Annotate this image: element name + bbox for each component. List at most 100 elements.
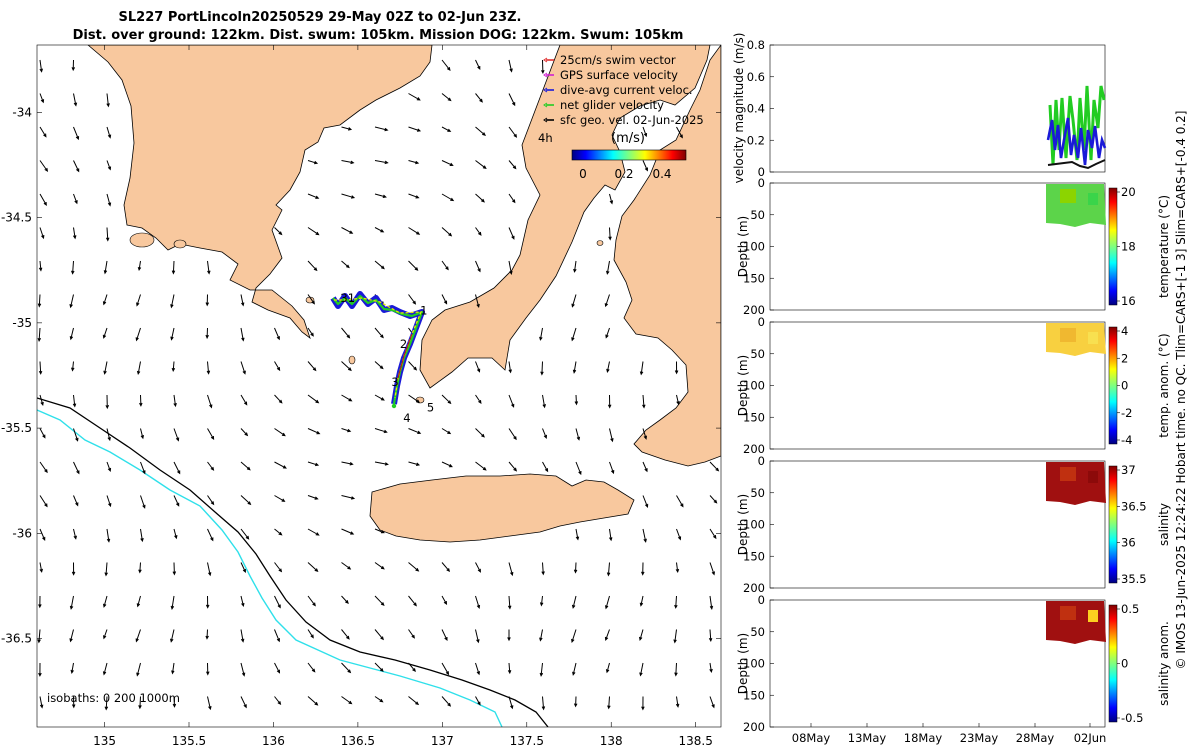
velocity-arrow — [307, 662, 316, 673]
velocity-arrow — [341, 495, 356, 500]
depth-panel-data — [1060, 189, 1076, 203]
velocity-trace-dive-avg — [1046, 117, 1107, 166]
velocity-arrow — [39, 394, 44, 407]
velocity-arrow — [341, 260, 350, 269]
velocity-arrow — [140, 495, 146, 509]
velocity-arrow — [37, 327, 42, 343]
velocity-arrow — [170, 629, 175, 643]
velocity-arrow — [37, 294, 42, 308]
velocity-arrow — [274, 562, 283, 573]
depth-panel-data — [1088, 193, 1098, 205]
velocity-arrow — [39, 528, 46, 541]
velocity-arrow — [170, 595, 175, 610]
velocity-arrow — [709, 495, 718, 504]
velocity-arrow — [641, 696, 645, 711]
velocity-arrow — [69, 629, 74, 643]
velocity-arrow — [71, 562, 76, 576]
velocity-arrow — [709, 662, 713, 674]
velocity-arrow — [441, 562, 451, 572]
velocity-arrow — [39, 193, 47, 207]
velocity-arrow — [274, 327, 280, 341]
velocity-arrow — [408, 193, 420, 199]
velocity-arrow — [571, 294, 577, 308]
depth-panel-data — [1060, 328, 1076, 342]
velocity-arrow — [642, 461, 648, 473]
velocity-arrow — [571, 327, 577, 342]
velocity-arrow — [441, 93, 452, 102]
velocity-arrow — [508, 160, 517, 170]
velocity-arrow — [106, 160, 112, 171]
velocity-arrow — [441, 160, 454, 166]
velocity-arrow — [674, 361, 679, 375]
velocity-arrow — [307, 193, 320, 199]
colorbar-tick-label: 35.5 — [1121, 572, 1147, 586]
legend-arrowhead — [543, 117, 548, 123]
velocity-arrow — [639, 595, 644, 607]
velocity-arrow — [274, 495, 286, 502]
depth-ytick-label: 100 — [743, 657, 765, 671]
velocity-arrow — [73, 93, 78, 107]
velocity-arrow — [607, 696, 611, 710]
velocity-arrow — [207, 461, 215, 471]
velocity-arrow — [642, 428, 647, 440]
velocity-arrow — [374, 126, 389, 132]
velocity-arrow — [374, 327, 384, 339]
time-tick-label: 23May — [960, 731, 999, 745]
velocity-arrow — [69, 595, 74, 610]
depth-ytick-label: 200 — [743, 720, 765, 734]
velocity-arrow — [207, 260, 211, 275]
day-marker: 31 — [340, 291, 355, 305]
depth-ytick-label: 150 — [743, 549, 765, 563]
velocity-arrow — [207, 562, 212, 577]
colorbar-tick: 0.4 — [652, 167, 671, 181]
velocity-arrow — [709, 461, 720, 472]
depth-panel-data — [1088, 471, 1098, 483]
velocity-arrow — [39, 696, 44, 709]
colorbar-tick: 0.2 — [614, 167, 633, 181]
velocity-arrow — [139, 394, 143, 407]
day-marker: 2 — [400, 337, 407, 351]
velocity-arrow — [73, 160, 80, 173]
velocity-arrow — [441, 428, 452, 435]
velocity-arrow — [206, 662, 210, 676]
isobath-200m — [37, 397, 549, 727]
velocity-arrow — [408, 595, 417, 607]
velocity-arrow — [676, 394, 680, 406]
velocity-arrow — [374, 662, 384, 672]
velocity-arrow — [207, 495, 215, 506]
lat-tick-label: -35 — [12, 316, 32, 330]
velocity-arrow — [206, 361, 211, 375]
velocity-arrow — [341, 562, 352, 570]
velocity-arrow — [408, 260, 419, 271]
land-island — [173, 239, 187, 249]
depth-ylabel: Depth (m) — [736, 494, 750, 555]
velocity-arrow — [676, 528, 682, 541]
day-markers: 1 2 3 4 5 31 — [340, 291, 434, 425]
velocity-arrow — [73, 528, 77, 540]
depth-ytick-label: 200 — [743, 442, 765, 456]
velocity-arrow — [240, 294, 245, 307]
time-tick-label: 08May — [792, 731, 831, 745]
velocity-arrow — [102, 294, 108, 306]
velocity-arrow — [71, 59, 76, 72]
velocity-arrow — [307, 294, 315, 305]
velocity-arrow — [542, 428, 547, 439]
velocity-arrow — [39, 227, 45, 240]
velocity-arrow — [508, 59, 513, 73]
velocity-arrow — [37, 629, 41, 644]
velocity-arrow — [39, 428, 46, 439]
velocity-arrow — [508, 428, 517, 441]
velocity-arrow — [240, 595, 245, 608]
velocity-arrow — [274, 227, 283, 236]
land-island — [129, 232, 155, 248]
legend-label: 25cm/s swim vector — [560, 53, 676, 67]
velocity-arrow — [508, 193, 516, 204]
depth-ytick-label: 200 — [743, 303, 765, 317]
velocity-arrow — [573, 260, 577, 273]
velocity-arrow — [274, 662, 281, 674]
velocity-arrow — [307, 160, 319, 165]
velocity-arrow — [106, 93, 110, 108]
velocity-arrow — [507, 595, 512, 610]
